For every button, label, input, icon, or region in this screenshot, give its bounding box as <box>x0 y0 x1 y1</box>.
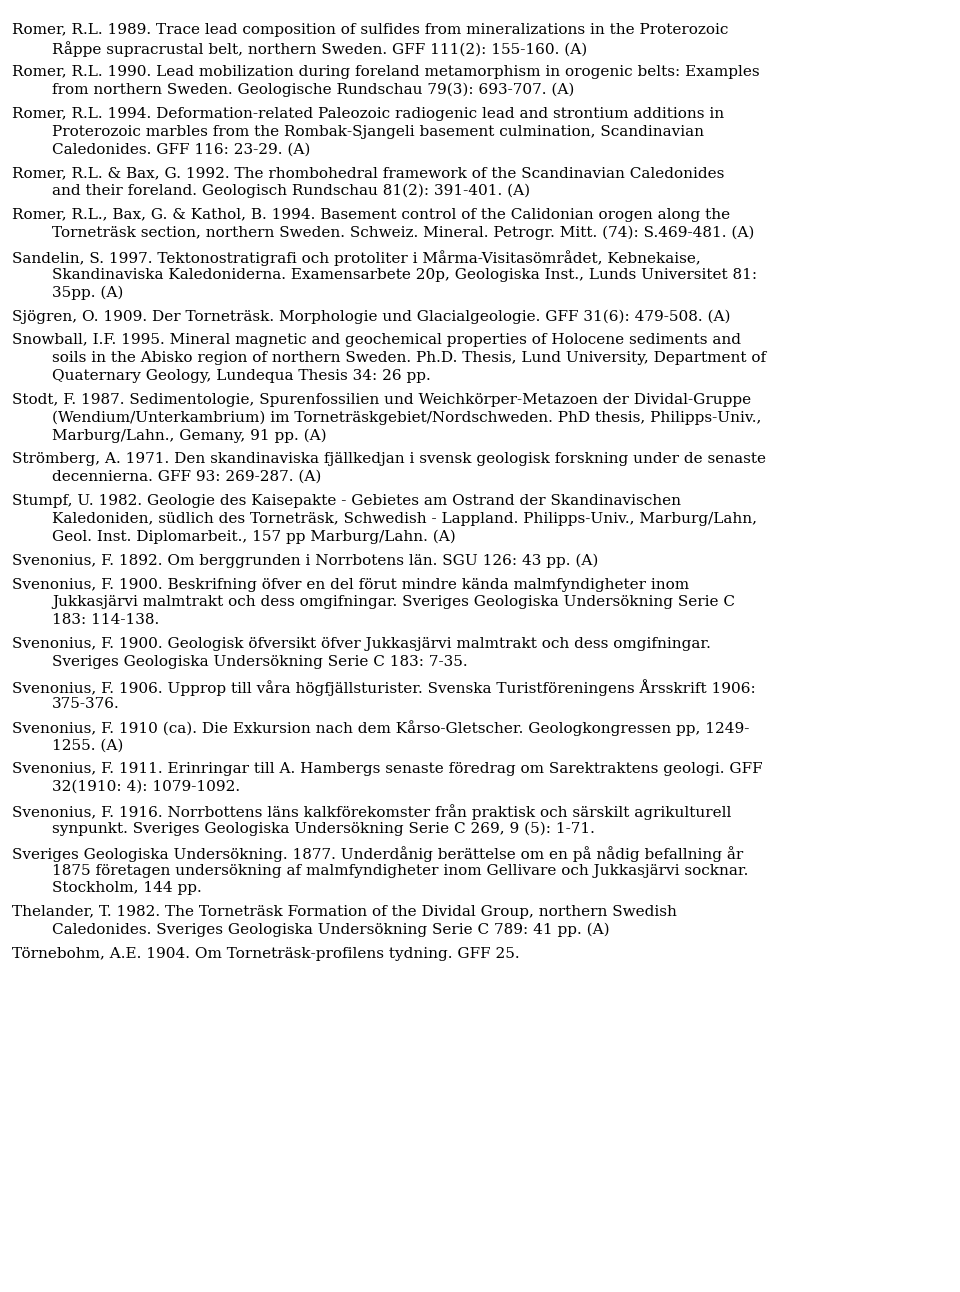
Text: 183: 114‐138.: 183: 114‐138. <box>52 614 159 627</box>
Text: synpunkt. Sveriges Geologiska Undersökning Serie C 269, 9 (5): 1‐71.: synpunkt. Sveriges Geologiska Undersökni… <box>52 822 594 836</box>
Text: 32(1910: 4): 1079‐1092.: 32(1910: 4): 1079‐1092. <box>52 780 240 795</box>
Text: soils in the Abisko region of northern Sweden. Ph.D. Thesis, Lund University, De: soils in the Abisko region of northern S… <box>52 351 766 366</box>
Text: Snowball, I.F. 1995. Mineral magnetic and geochemical properties of Holocene sed: Snowball, I.F. 1995. Mineral magnetic an… <box>12 333 740 348</box>
Text: decennierna. GFF 93: 269‐287. (A): decennierna. GFF 93: 269‐287. (A) <box>52 470 322 484</box>
Text: Stumpf, U. 1982. Geologie des Kaisepakte - Gebietes am Ostrand der Skandinavisch: Stumpf, U. 1982. Geologie des Kaisepakte… <box>12 494 681 508</box>
Text: Svenonius, F. 1900. Beskrifning öfver en del förut mindre kända malmfyndigheter : Svenonius, F. 1900. Beskrifning öfver en… <box>12 578 688 592</box>
Text: Svenonius, F. 1900. Geologisk öfversikt öfver Jukkasjärvi malmtrakt och dess omg: Svenonius, F. 1900. Geologisk öfversikt … <box>12 637 710 651</box>
Text: from northern Sweden. Geologische Rundschau 79(3): 693‐707. (A): from northern Sweden. Geologische Rundsc… <box>52 83 574 97</box>
Text: Skandinaviska Kaledoniderna. Examensarbete 20p, Geologiska Inst., Lunds Universi: Skandinaviska Kaledoniderna. Examensarbe… <box>52 267 757 282</box>
Text: Romer, R.L. 1994. Deformation‐related Paleozoic radiogenic lead and strontium ad: Romer, R.L. 1994. Deformation‐related Pa… <box>12 107 724 120</box>
Text: Quaternary Geology, Lundequa Thesis 34: 26 pp.: Quaternary Geology, Lundequa Thesis 34: … <box>52 368 431 382</box>
Text: Kaledoniden, südlich des Torneträsk, Schwedish - Lappland. Philipps‐Univ., Marbu: Kaledoniden, südlich des Torneträsk, Sch… <box>52 512 756 526</box>
Text: Törnebohm, A.E. 1904. Om Torneträsk‐profilens tydning. GFF 25.: Törnebohm, A.E. 1904. Om Torneträsk‐prof… <box>12 947 519 961</box>
Text: Svenonius, F. 1916. Norrbottens läns kalkförekomster från praktisk och särskilt : Svenonius, F. 1916. Norrbottens läns kal… <box>12 804 731 820</box>
Text: Marburg/Lahn., Gemany, 91 pp. (A): Marburg/Lahn., Gemany, 91 pp. (A) <box>52 429 326 443</box>
Text: Svenonius, F. 1910 (ca). Die Exkursion nach dem Kårso‐Gletscher. Geologkongresse: Svenonius, F. 1910 (ca). Die Exkursion n… <box>12 721 749 736</box>
Text: Romer, R.L. 1989. Trace lead composition of sulfides from mineralizations in the: Romer, R.L. 1989. Trace lead composition… <box>12 23 728 37</box>
Text: Jukkasjärvi malmtrakt och dess omgifningar. Sveriges Geologiska Undersökning Ser: Jukkasjärvi malmtrakt och dess omgifning… <box>52 596 734 610</box>
Text: Stockholm, 144 pp.: Stockholm, 144 pp. <box>52 881 202 895</box>
Text: Romer, R.L. & Bax, G. 1992. The rhombohedral framework of the Scandinavian Caled: Romer, R.L. & Bax, G. 1992. The rhombohe… <box>12 167 724 181</box>
Text: Romer, R.L., Bax, G. & Kathol, B. 1994. Basement control of the Calidonian oroge: Romer, R.L., Bax, G. & Kathol, B. 1994. … <box>12 208 730 222</box>
Text: Strömberg, A. 1971. Den skandinaviska fjällkedjan i svensk geologisk forskning u: Strömberg, A. 1971. Den skandinaviska fj… <box>12 452 765 466</box>
Text: (Wendium/Unterkambrium) im Torneträskgebiet/Nordschweden. PhD thesis, Philipps‐U: (Wendium/Unterkambrium) im Torneträskgeb… <box>52 411 761 425</box>
Text: Stodt, F. 1987. Sedimentologie, Spurenfossilien und Weichkörper‐Metazoen der Div: Stodt, F. 1987. Sedimentologie, Spurenfo… <box>12 393 751 407</box>
Text: Romer, R.L. 1990. Lead mobilization during foreland metamorphism in orogenic bel: Romer, R.L. 1990. Lead mobilization duri… <box>12 65 759 79</box>
Text: Sveriges Geologiska Undersökning Serie C 183: 7‐35.: Sveriges Geologiska Undersökning Serie C… <box>52 655 468 669</box>
Text: and their foreland. Geologisch Rundschau 81(2): 391‐401. (A): and their foreland. Geologisch Rundschau… <box>52 183 530 199</box>
Text: Sandelin, S. 1997. Tektonostratigrafi och protoliter i Mårma‐Visitasömrådet, Keb: Sandelin, S. 1997. Tektonostratigrafi oc… <box>12 249 700 266</box>
Text: 1255. (A): 1255. (A) <box>52 738 123 752</box>
Text: Råppe supracrustal belt, northern Sweden. GFF 111(2): 155‐160. (A): Råppe supracrustal belt, northern Sweden… <box>52 41 588 57</box>
Text: Caledonides. Sveriges Geologiska Undersökning Serie C 789: 41 pp. (A): Caledonides. Sveriges Geologiska Undersö… <box>52 922 610 938</box>
Text: Torneträsk section, northern Sweden. Schweiz. Mineral. Petrogr. Mitt. (74): S.46: Torneträsk section, northern Sweden. Sch… <box>52 226 755 240</box>
Text: Proterozoic marbles from the Rombak‐Sjangeli basement culmination, Scandinavian: Proterozoic marbles from the Rombak‐Sjan… <box>52 124 704 138</box>
Text: 1875 företagen undersökning af malmfyndigheter inom Gellivare och Jukkasjärvi so: 1875 företagen undersökning af malmfyndi… <box>52 863 748 877</box>
Text: Svenonius, F. 1911. Erinringar till A. Hambergs senaste föredrag om Sarektrakten: Svenonius, F. 1911. Erinringar till A. H… <box>12 762 762 776</box>
Text: Svenonius, F. 1892. Om berggrunden i Norrbotens län. SGU 126: 43 pp. (A): Svenonius, F. 1892. Om berggrunden i Nor… <box>12 553 598 568</box>
Text: Svenonius, F. 1906. Upprop till våra högfjällsturister. Svenska Turistföreningen: Svenonius, F. 1906. Upprop till våra hög… <box>12 678 756 695</box>
Text: Thelander, T. 1982. The Torneträsk Formation of the Dividal Group, northern Swed: Thelander, T. 1982. The Torneträsk Forma… <box>12 906 677 920</box>
Text: Sveriges Geologiska Undersökning. 1877. Underdånig berättelse om en på nådig bef: Sveriges Geologiska Undersökning. 1877. … <box>12 846 743 862</box>
Text: 35pp. (A): 35pp. (A) <box>52 286 123 300</box>
Text: Geol. Inst. Diplomarbeit., 157 pp Marburg/Lahn. (A): Geol. Inst. Diplomarbeit., 157 pp Marbur… <box>52 530 456 544</box>
Text: 375‐376.: 375‐376. <box>52 696 120 711</box>
Text: Sjögren, O. 1909. Der Torneträsk. Morphologie und Glacialgeologie. GFF 31(6): 47: Sjögren, O. 1909. Der Torneträsk. Morpho… <box>12 309 730 324</box>
Text: Caledonides. GFF 116: 23‐29. (A): Caledonides. GFF 116: 23‐29. (A) <box>52 142 310 156</box>
